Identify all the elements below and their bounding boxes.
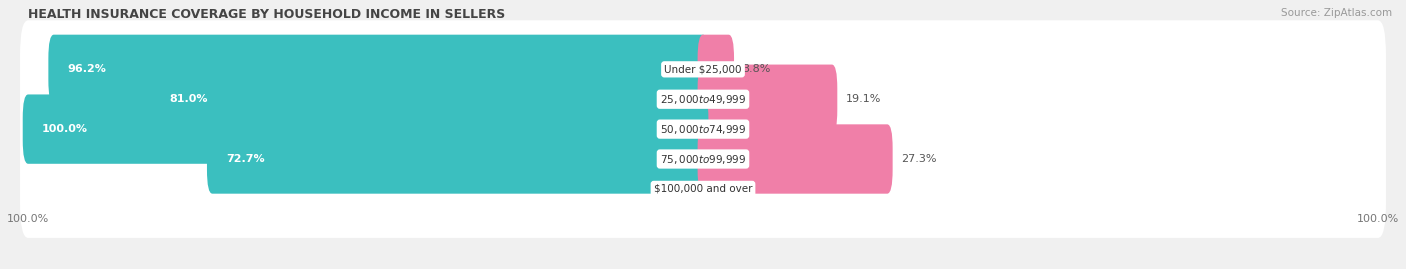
Text: 27.3%: 27.3% [901,154,936,164]
Text: 0.0%: 0.0% [717,184,745,194]
Text: 3.8%: 3.8% [742,64,770,74]
Text: 100.0%: 100.0% [42,124,87,134]
FancyBboxPatch shape [20,140,1386,238]
Text: HEALTH INSURANCE COVERAGE BY HOUSEHOLD INCOME IN SELLERS: HEALTH INSURANCE COVERAGE BY HOUSEHOLD I… [28,8,505,21]
FancyBboxPatch shape [20,20,1386,118]
FancyBboxPatch shape [20,80,1386,178]
Text: $75,000 to $99,999: $75,000 to $99,999 [659,153,747,165]
Text: 81.0%: 81.0% [170,94,208,104]
FancyBboxPatch shape [22,94,709,164]
FancyBboxPatch shape [150,65,709,134]
Text: 19.1%: 19.1% [845,94,880,104]
FancyBboxPatch shape [20,50,1386,148]
Text: $100,000 and over: $100,000 and over [654,184,752,194]
FancyBboxPatch shape [697,124,893,194]
Text: 0.0%: 0.0% [661,184,689,194]
FancyBboxPatch shape [697,35,734,104]
Text: $50,000 to $74,999: $50,000 to $74,999 [659,123,747,136]
FancyBboxPatch shape [48,35,709,104]
Text: 0.0%: 0.0% [717,124,745,134]
Text: 96.2%: 96.2% [67,64,105,74]
FancyBboxPatch shape [20,110,1386,208]
FancyBboxPatch shape [697,65,838,134]
FancyBboxPatch shape [207,124,709,194]
Text: 72.7%: 72.7% [226,154,264,164]
Text: $25,000 to $49,999: $25,000 to $49,999 [659,93,747,106]
Text: Under $25,000: Under $25,000 [664,64,742,74]
Text: Source: ZipAtlas.com: Source: ZipAtlas.com [1281,8,1392,18]
